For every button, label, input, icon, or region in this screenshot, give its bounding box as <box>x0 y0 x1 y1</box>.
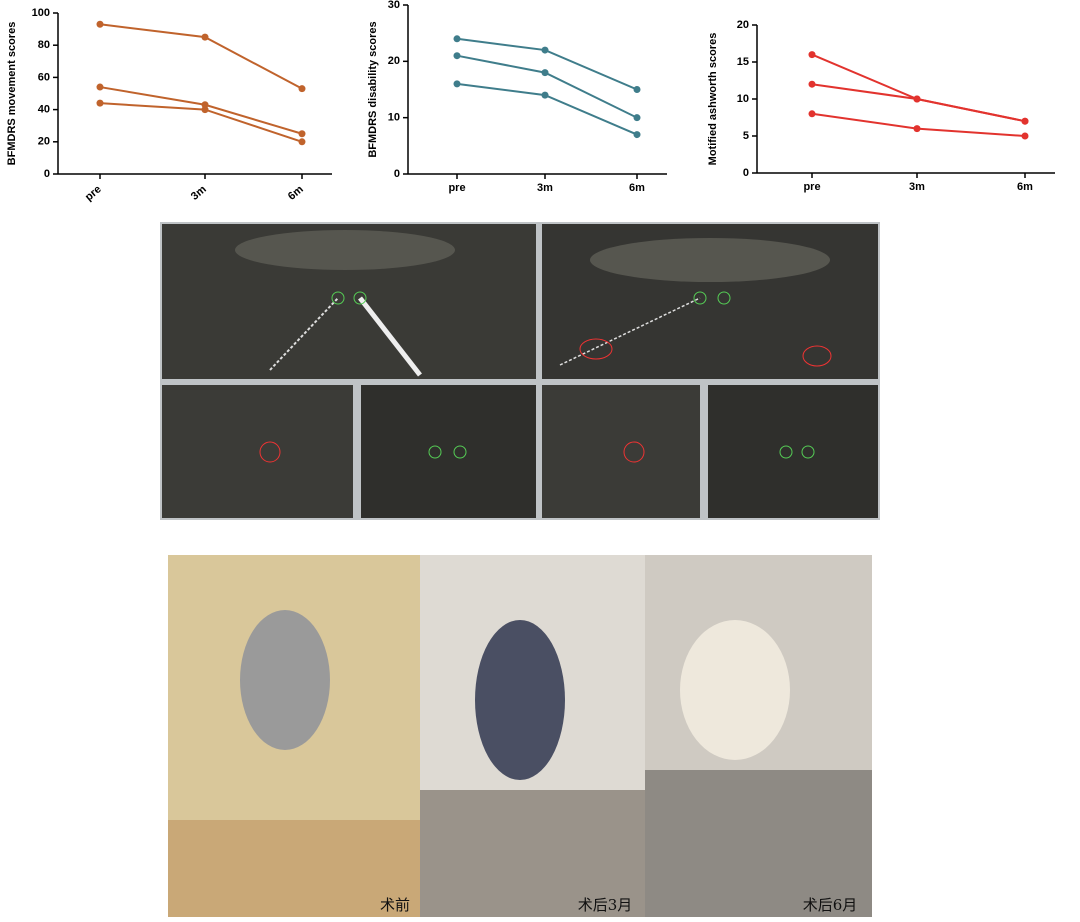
data-point <box>201 106 209 114</box>
y-axis-label: BFMDRS disability scores <box>367 21 379 157</box>
y-tick-label: 20 <box>737 19 749 31</box>
x-tick-label: pre <box>803 181 820 193</box>
mri-panel <box>160 222 880 520</box>
series-line <box>811 112 1026 137</box>
data-point <box>541 69 549 77</box>
data-point <box>541 91 549 99</box>
y-tick-label: 60 <box>38 71 50 83</box>
data-point <box>453 80 461 88</box>
x-tick-label: pre <box>448 182 465 194</box>
patient-photos: 术前 术后3月 术后6月 <box>168 555 872 917</box>
y-tick-label: 10 <box>737 93 749 105</box>
chart: 0 20 40 60 80 100 pre 3m 6m BFMDRS movement score… <box>6 7 332 204</box>
data-point <box>808 80 816 88</box>
y-tick-label: 0 <box>394 168 400 180</box>
data-point <box>633 86 641 93</box>
series-line <box>456 82 638 136</box>
y-tick-label: 40 <box>38 104 50 116</box>
data-point <box>808 51 816 59</box>
series-line <box>99 102 303 143</box>
data-point <box>808 110 816 118</box>
x-tick-label: 6m <box>629 182 645 194</box>
y-tick-label: 5 <box>743 130 749 142</box>
x-tick-label: 3m <box>909 181 925 193</box>
y-tick-label: 20 <box>38 136 50 148</box>
x-tick-label: 3m <box>537 182 553 194</box>
y-tick-label: 0 <box>743 167 749 179</box>
y-tick-label: 80 <box>38 39 50 51</box>
data-point <box>298 130 306 138</box>
chart: 0 5 10 15 20 pre 3m 6m Motified ashworth scores <box>707 19 1055 193</box>
data-point <box>96 20 104 28</box>
data-point <box>541 46 549 54</box>
x-tick-label: 6m <box>1017 181 1033 193</box>
y-tick-label: 10 <box>388 112 400 124</box>
series-line <box>99 23 303 90</box>
photo-caption: 术后6月 <box>803 896 858 914</box>
data-point <box>633 114 641 122</box>
data-point <box>96 83 104 91</box>
y-tick-label: 20 <box>388 55 400 67</box>
data-point <box>298 138 306 146</box>
data-point <box>298 85 306 93</box>
y-tick-label: 0 <box>44 168 50 180</box>
data-point <box>201 33 209 41</box>
data-point <box>633 131 641 139</box>
chart: 0 10 20 30 pre 3m 6m BFMDRS disability scores <box>367 0 667 194</box>
data-point <box>96 99 104 107</box>
y-axis-label: BFMDRS movement scores <box>6 22 18 166</box>
data-point <box>1021 132 1029 140</box>
y-axis-label: Motified ashworth scores <box>707 33 719 166</box>
photo-caption: 术后3月 <box>578 896 633 914</box>
data-point <box>453 52 461 60</box>
data-point <box>1021 117 1029 125</box>
data-point <box>913 125 921 133</box>
data-point <box>453 35 461 43</box>
x-tick-label: 3m <box>189 183 209 203</box>
data-point <box>201 101 209 109</box>
series-line <box>99 86 303 135</box>
y-tick-label: 100 <box>32 7 50 19</box>
y-tick-label: 30 <box>388 0 400 11</box>
data-point <box>913 95 921 103</box>
series-line <box>811 83 1026 123</box>
y-tick-label: 15 <box>737 56 749 68</box>
x-tick-label: pre <box>83 183 104 203</box>
photo-caption: 术前 <box>380 896 410 914</box>
series-line <box>456 37 638 91</box>
x-tick-label: 6m <box>286 183 306 203</box>
